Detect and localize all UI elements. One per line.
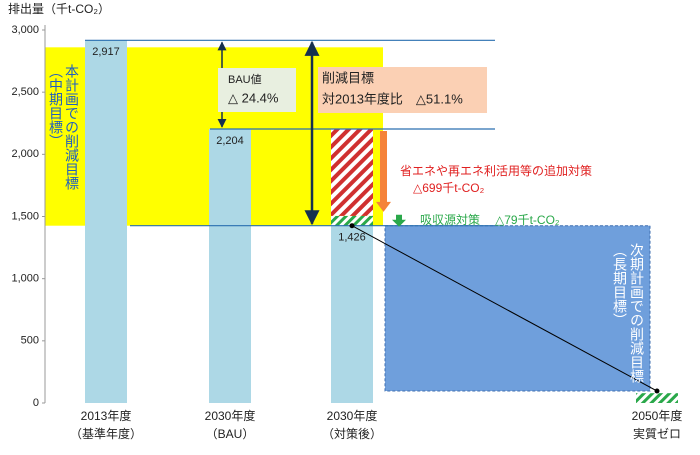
absorption-label: 吸収源対策 <box>420 213 480 227</box>
x-tick-label: 2013年度 <box>81 408 132 423</box>
trajectory <box>351 225 658 392</box>
absorption-value: △79千t-CO₂ <box>495 213 560 227</box>
measures-bar <box>331 128 373 216</box>
target-label: 削減目標 <box>322 70 374 85</box>
trajectory-dot <box>349 223 355 229</box>
y-tick-label: 3,000 <box>11 24 39 36</box>
target-value: 対2013年度比 △51.1% <box>322 91 463 106</box>
y-axis-label: 排出量（千t-CO₂） <box>8 2 110 16</box>
x-tick-note: （対策後） <box>322 427 382 441</box>
x-tick-label: 2030年度 <box>205 408 256 423</box>
long-term-text: （長期目標） <box>612 243 628 327</box>
x-tick-note: （BAU） <box>206 427 255 441</box>
bar <box>331 225 373 403</box>
y-tick-label: 500 <box>21 335 39 347</box>
value-label: 2,917 <box>92 46 120 58</box>
y-tick-label: 1,500 <box>11 210 39 222</box>
y-tick-label: 2,000 <box>11 148 39 160</box>
absorption-bar <box>636 393 678 403</box>
x-tick-note: （基準年度） <box>70 426 142 441</box>
mid-term-text: （中期目標） <box>48 64 64 148</box>
bau-label: BAU値 <box>228 73 262 86</box>
mid-term-text: 本計画での削減目標 <box>64 64 80 190</box>
measures-value: △699千t-CO₂ <box>413 181 485 195</box>
x-tick-note: 実質ゼロ <box>633 426 681 441</box>
trajectory-dot <box>654 388 660 394</box>
measures-label: 省エネや再エネ利活用等の追加対策 <box>400 163 592 178</box>
y-tick-label: 2,500 <box>11 86 39 98</box>
absorption-bar <box>331 215 373 226</box>
long-term-text: 次期計画での削減目標 <box>629 243 645 383</box>
value-label: 1,426 <box>338 232 366 244</box>
bau-value: △ 24.4% <box>228 90 279 105</box>
reduction-arrow <box>376 130 391 212</box>
y-tick-label: 1,000 <box>11 273 39 285</box>
x-tick-label: 2050年度 <box>632 408 683 423</box>
value-label: 2,204 <box>216 135 244 147</box>
x-tick-label: 2030年度 <box>327 408 378 423</box>
absorption-arrow <box>392 214 406 227</box>
bau-box <box>218 68 296 112</box>
bar <box>85 40 127 403</box>
y-tick-label: 0 <box>33 397 39 409</box>
bar <box>209 128 251 403</box>
target-box <box>318 67 487 113</box>
